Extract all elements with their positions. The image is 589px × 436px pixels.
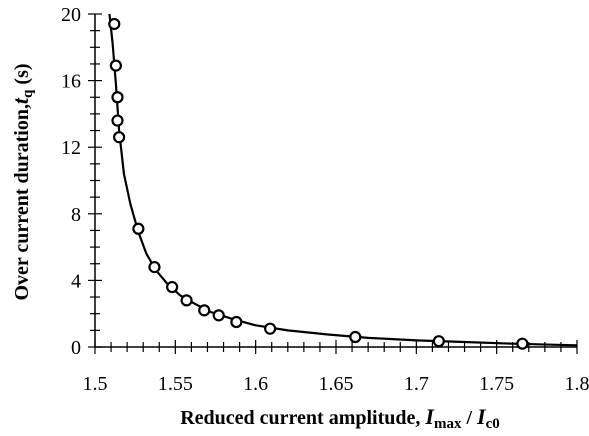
axes <box>94 14 577 348</box>
data-point <box>230 315 243 329</box>
y-tick-label: 16 <box>61 71 81 93</box>
data-point <box>111 114 124 127</box>
y-tick-label: 12 <box>61 137 81 159</box>
x-tick-label: 1.6 <box>243 373 268 395</box>
y-axis-unit: (s) <box>11 63 33 89</box>
x-axis-title-prefix: Reduced current amplitude, <box>180 407 425 429</box>
y-axis-sub: q <box>20 89 36 98</box>
x-axis-title: Reduced current amplitude, Imax / Ic0 <box>180 404 500 432</box>
fit-curve <box>108 13 578 347</box>
data-point <box>349 330 362 344</box>
x-tick-label: 1.5 <box>83 373 108 395</box>
data-point <box>180 294 193 307</box>
data-point <box>212 309 225 322</box>
data-point <box>112 131 126 144</box>
x-axis-sep: / <box>461 407 477 429</box>
y-tick-label: 8 <box>71 204 81 226</box>
y-tick-label: 4 <box>71 270 81 292</box>
data-point <box>264 322 277 335</box>
data-point <box>516 337 529 350</box>
data-point <box>109 59 122 72</box>
y-tick-label: 0 <box>71 337 81 359</box>
x-tick-label: 1.8 <box>565 373 589 395</box>
data-point <box>111 91 124 104</box>
ticks <box>88 13 578 354</box>
y-axis-var: t <box>8 97 33 104</box>
data-points <box>108 17 529 350</box>
data-point <box>132 222 145 235</box>
x-tick-label: 1.65 <box>319 373 354 395</box>
tick-labels: 0 4 8 12 16 20 1.5 1.55 1.6 1.65 1.7 1.75 1.8 <box>61 4 589 395</box>
data-point <box>108 17 121 31</box>
x-tick-label: 1.75 <box>479 373 514 395</box>
data-point <box>166 280 179 294</box>
y-tick-label: 20 <box>61 4 81 26</box>
data-point <box>198 304 211 317</box>
x-axis-sub2: c0 <box>486 416 500 432</box>
data-point <box>148 260 161 274</box>
x-axis-var2: I <box>476 404 487 429</box>
y-axis-title: Over current duration,tq (s) <box>8 63 36 300</box>
y-axis-title-prefix: Over current duration, <box>11 104 33 300</box>
x-tick-label: 1.55 <box>158 373 193 395</box>
x-axis-var1: I <box>424 404 435 429</box>
x-axis-sub1: max <box>434 416 462 432</box>
x-tick-label: 1.7 <box>404 373 429 395</box>
data-point <box>432 335 445 348</box>
